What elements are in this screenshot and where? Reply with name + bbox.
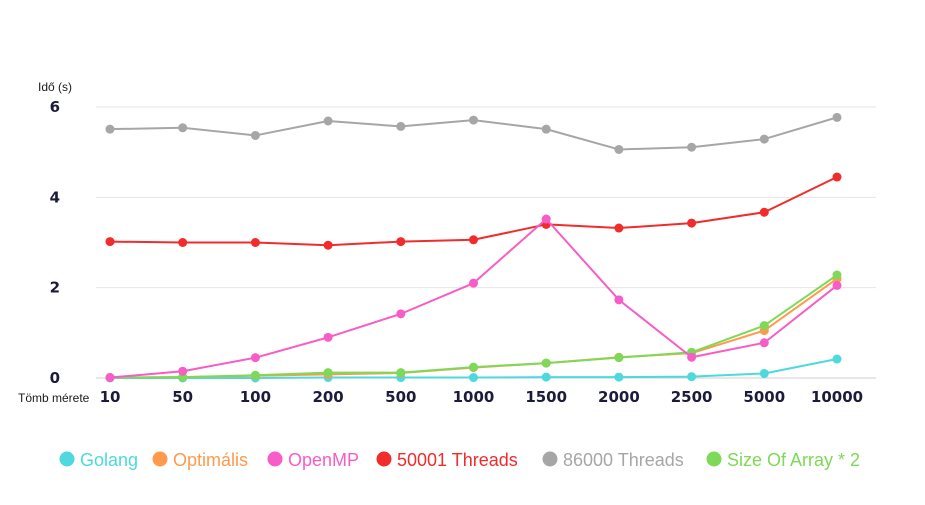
y-axis: 0 2 4 6 — [50, 98, 60, 387]
data-point — [759, 321, 769, 331]
data-point — [178, 123, 188, 133]
y-tick-label: 0 — [50, 369, 60, 387]
legend-label: 86000 Threads — [563, 450, 684, 470]
data-point — [250, 370, 260, 380]
data-point — [614, 372, 624, 382]
x-tick-label: 200 — [312, 388, 343, 406]
x-tick-label: 10000 — [811, 388, 863, 406]
series-86000-threads — [105, 112, 842, 154]
series-line — [109, 274, 838, 379]
legend-item: OpenMP — [267, 450, 359, 470]
x-tick-label: 2000 — [598, 388, 640, 406]
data-point — [323, 368, 333, 378]
x-tick-label: 10 — [100, 388, 121, 406]
data-point — [614, 223, 624, 233]
data-point — [759, 338, 769, 348]
data-point — [541, 214, 551, 224]
series-openmp — [105, 214, 842, 383]
data-point — [759, 368, 769, 378]
legend-label: Golang — [80, 450, 138, 470]
data-point — [469, 115, 478, 125]
data-point — [250, 130, 260, 140]
legend-swatch — [59, 451, 75, 467]
legend-label: Optimális — [173, 450, 248, 470]
x-axis: 10 50 100 200 500 1000 1500 2000 2500 5000 10000 — [100, 388, 864, 406]
legend-label: 50001 Threads — [397, 450, 518, 470]
legend-label: Size Of Array * 2 — [727, 450, 860, 470]
data-point — [396, 368, 406, 378]
legend-item: Optimális — [152, 450, 248, 470]
data-point — [687, 142, 697, 152]
data-point — [105, 124, 115, 134]
data-point — [832, 280, 842, 290]
data-point — [832, 172, 842, 182]
legend-item: Size Of Array * 2 — [706, 450, 860, 470]
legend-label: OpenMP — [288, 450, 359, 470]
data-point — [759, 134, 769, 144]
x-tick-label: 100 — [240, 388, 271, 406]
series-50001-threads — [105, 172, 842, 250]
legend-item: 50001 Threads — [376, 450, 518, 470]
legend-item: 86000 Threads — [542, 450, 684, 470]
data-point — [469, 362, 478, 372]
data-point — [614, 144, 624, 154]
x-tick-label: 1000 — [453, 388, 495, 406]
data-point — [541, 372, 551, 382]
x-tick-label: 2500 — [671, 388, 713, 406]
data-point — [541, 124, 551, 134]
data-point — [614, 353, 624, 363]
data-point — [250, 353, 260, 363]
data-point — [759, 207, 769, 217]
legend-swatch — [706, 451, 722, 467]
data-point — [832, 354, 842, 364]
y-tick-label: 6 — [50, 98, 60, 116]
y-tick-label: 2 — [50, 279, 60, 297]
y-tick-label: 4 — [50, 188, 60, 206]
legend-swatch — [152, 451, 168, 467]
legend-swatch — [376, 451, 392, 467]
data-point — [396, 309, 406, 319]
data-point — [469, 278, 478, 288]
data-point — [250, 238, 260, 247]
y-axis-label: Idő (s) — [38, 80, 72, 94]
data-point — [469, 235, 478, 245]
data-point — [178, 238, 188, 247]
data-point — [541, 358, 551, 368]
series-line — [109, 176, 838, 247]
data-point — [832, 112, 842, 122]
x-tick-label: 50 — [172, 388, 193, 406]
data-point — [687, 218, 697, 228]
legend: Golang Optimális OpenMP 50001 Threads 86000 … — [59, 450, 860, 470]
data-point — [687, 352, 697, 362]
data-point — [614, 295, 624, 305]
data-point — [323, 240, 333, 250]
data-point — [687, 372, 697, 382]
series-lines — [105, 112, 842, 383]
data-point — [469, 373, 478, 383]
data-point — [396, 237, 406, 247]
data-point — [105, 373, 115, 383]
data-point — [323, 332, 333, 342]
x-axis-label: Tömb mérete — [18, 391, 90, 405]
data-point — [178, 366, 188, 376]
x-tick-label: 1500 — [525, 388, 567, 406]
data-point — [396, 121, 406, 131]
legend-swatch — [542, 451, 558, 467]
legend-item: Golang — [59, 450, 138, 470]
data-point — [832, 270, 842, 280]
x-tick-label: 500 — [385, 388, 416, 406]
legend-swatch — [267, 451, 283, 467]
x-tick-label: 5000 — [743, 388, 785, 406]
data-point — [323, 116, 333, 126]
data-point — [105, 237, 115, 247]
